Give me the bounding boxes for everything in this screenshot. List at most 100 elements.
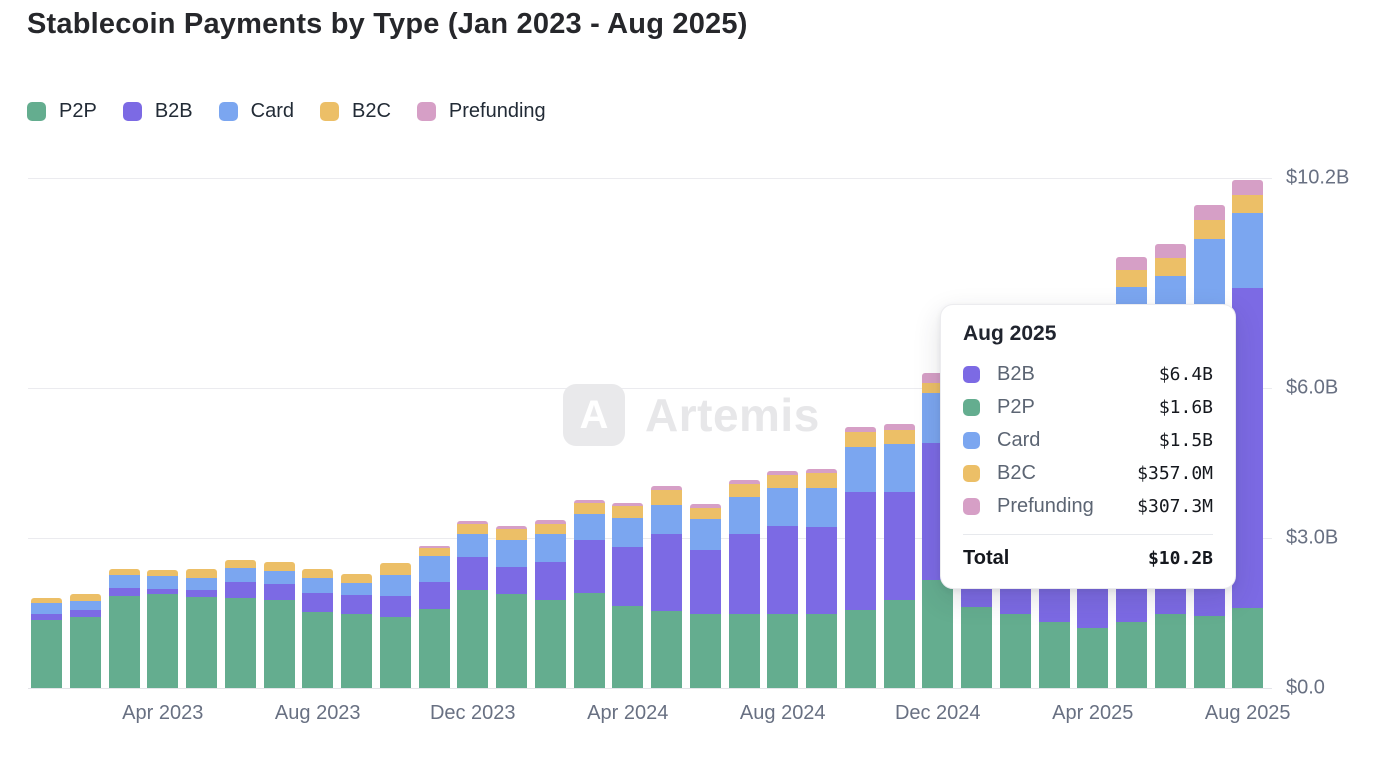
bar-segment-p2p-jun-2024[interactable]	[689, 614, 721, 688]
bar-segment-p2p-aug-2025[interactable]	[1232, 608, 1264, 688]
bar-segment-p2p-feb-2025[interactable]	[999, 614, 1031, 688]
bar-segment-p2p-jun-2025[interactable]	[1154, 614, 1186, 688]
bar-segment-b2c-dec-2023[interactable]	[457, 524, 489, 534]
bar-segment-card-apr-2024[interactable]	[612, 518, 644, 547]
bar-segment-prefunding-aug-2025[interactable]	[1232, 179, 1264, 196]
bar-segment-card-feb-2023[interactable]	[69, 601, 101, 610]
bar-segment-p2p-apr-2023[interactable]	[147, 594, 179, 688]
bar-segment-card-may-2024[interactable]	[651, 505, 682, 534]
legend-item-b2b[interactable]: B2B	[122, 100, 193, 123]
bar-segment-b2b-aug-2023[interactable]	[302, 593, 334, 612]
bar-segment-prefunding-apr-2024[interactable]	[612, 503, 644, 506]
bar-segment-card-jul-2025[interactable]	[1193, 239, 1225, 309]
bar-segment-prefunding-may-2025[interactable]	[1116, 257, 1147, 270]
bar-segment-b2b-feb-2023[interactable]	[69, 610, 101, 617]
bar-segment-b2c-sep-2023[interactable]	[341, 574, 372, 583]
bar-segment-p2p-aug-2023[interactable]	[302, 612, 334, 688]
bar-segment-p2p-jan-2024[interactable]	[496, 594, 527, 688]
bar-segment-b2c-sep-2024[interactable]	[806, 473, 837, 488]
bar-segment-p2p-dec-2024[interactable]	[922, 580, 954, 688]
bar-segment-b2b-sep-2024[interactable]	[806, 527, 837, 614]
bar-segment-b2b-may-2024[interactable]	[651, 534, 682, 611]
bar-segment-prefunding-dec-2024[interactable]	[922, 373, 954, 383]
legend-item-prefunding[interactable]: Prefunding	[416, 100, 546, 123]
bar-segment-b2b-jun-2023[interactable]	[224, 582, 256, 598]
bar-segment-b2c-apr-2023[interactable]	[147, 570, 179, 576]
legend-item-card[interactable]: Card	[218, 100, 294, 123]
bar-segment-p2p-sep-2023[interactable]	[341, 614, 372, 688]
bar-segment-p2p-may-2024[interactable]	[651, 611, 682, 688]
bar-segment-b2c-jul-2024[interactable]	[728, 484, 760, 497]
bar-segment-p2p-jul-2023[interactable]	[263, 600, 295, 688]
bar-segment-b2c-feb-2024[interactable]	[534, 524, 566, 534]
bar-segment-prefunding-mar-2024[interactable]	[573, 500, 605, 503]
bar-segment-prefunding-feb-2024[interactable]	[534, 520, 566, 524]
legend-item-p2p[interactable]: P2P	[27, 100, 97, 123]
bar-segment-b2c-dec-2024[interactable]	[922, 383, 954, 393]
bar-segment-p2p-may-2025[interactable]	[1116, 622, 1147, 688]
bar-segment-card-sep-2023[interactable]	[341, 583, 372, 595]
bar-segment-p2p-jul-2024[interactable]	[728, 614, 760, 688]
bar-segment-b2b-apr-2023[interactable]	[147, 589, 179, 594]
bar-segment-b2c-may-2024[interactable]	[651, 490, 682, 505]
bar-segment-b2b-mar-2024[interactable]	[573, 540, 605, 593]
bar-segment-b2c-jun-2023[interactable]	[224, 560, 256, 568]
bar-segment-prefunding-jun-2025[interactable]	[1154, 244, 1186, 258]
bar-segment-p2p-feb-2023[interactable]	[69, 617, 101, 688]
bar-segment-prefunding-nov-2024[interactable]	[883, 424, 915, 430]
bar-segment-b2b-sep-2023[interactable]	[341, 595, 372, 614]
bar-segment-card-mar-2024[interactable]	[573, 514, 605, 540]
bar-segment-b2c-mar-2023[interactable]	[108, 569, 140, 575]
bar-segment-card-aug-2023[interactable]	[302, 578, 334, 593]
bar-segment-card-sep-2024[interactable]	[806, 488, 837, 527]
bar-segment-prefunding-nov-2023[interactable]	[418, 546, 450, 548]
bar-segment-p2p-mar-2024[interactable]	[573, 593, 605, 688]
bar-segment-p2p-apr-2024[interactable]	[612, 606, 644, 688]
bar-segment-b2b-mar-2023[interactable]	[108, 588, 140, 596]
bar-segment-b2c-jun-2024[interactable]	[689, 508, 721, 519]
bar-segment-b2b-jul-2024[interactable]	[728, 534, 760, 614]
bar-segment-card-jul-2024[interactable]	[728, 497, 760, 534]
bar-segment-b2b-oct-2023[interactable]	[379, 596, 411, 617]
bar-segment-p2p-jan-2025[interactable]	[961, 607, 992, 688]
bar-segment-b2c-feb-2023[interactable]	[69, 594, 101, 601]
bar-segment-b2c-apr-2024[interactable]	[612, 506, 644, 518]
bar-segment-b2b-may-2023[interactable]	[186, 590, 217, 597]
bar-segment-b2b-jan-2024[interactable]	[496, 567, 527, 594]
bar-segment-b2b-aug-2024[interactable]	[767, 526, 799, 614]
bar-segment-p2p-jun-2023[interactable]	[224, 598, 256, 688]
bar-segment-prefunding-aug-2024[interactable]	[767, 471, 799, 475]
bar-segment-card-dec-2023[interactable]	[457, 534, 489, 557]
bar-segment-b2b-nov-2024[interactable]	[883, 492, 915, 600]
bar-segment-prefunding-oct-2024[interactable]	[844, 427, 876, 432]
bar-segment-b2c-nov-2024[interactable]	[883, 430, 915, 444]
bar-segment-card-aug-2025[interactable]	[1232, 213, 1264, 288]
bar-segment-p2p-jan-2023[interactable]	[31, 620, 62, 688]
bar-segment-b2b-oct-2024[interactable]	[844, 492, 876, 610]
bar-segment-prefunding-jul-2025[interactable]	[1193, 205, 1225, 220]
bar-segment-b2c-aug-2024[interactable]	[767, 475, 799, 488]
bar-segment-b2c-jul-2025[interactable]	[1193, 220, 1225, 239]
bar-segment-p2p-aug-2024[interactable]	[767, 614, 799, 688]
bar-segment-p2p-feb-2024[interactable]	[534, 600, 566, 688]
bar-segment-prefunding-dec-2023[interactable]	[457, 521, 489, 524]
bar-segment-b2c-jan-2024[interactable]	[496, 529, 527, 540]
legend-item-b2c[interactable]: B2C	[319, 100, 391, 123]
bar-segment-b2b-aug-2025[interactable]	[1232, 288, 1264, 608]
bar-segment-prefunding-jan-2024[interactable]	[496, 526, 527, 529]
bar-segment-b2c-nov-2023[interactable]	[418, 548, 450, 556]
bar-segment-card-jan-2024[interactable]	[496, 540, 527, 567]
bar-segment-card-jan-2023[interactable]	[31, 603, 62, 614]
bar-segment-p2p-sep-2024[interactable]	[806, 614, 837, 688]
bar-segment-card-aug-2024[interactable]	[767, 488, 799, 526]
bar-segment-b2c-jul-2023[interactable]	[263, 562, 295, 571]
bar-segment-card-nov-2023[interactable]	[418, 556, 450, 582]
bar-segment-card-feb-2024[interactable]	[534, 534, 566, 562]
bar-segment-b2b-feb-2024[interactable]	[534, 562, 566, 600]
bar-segment-b2b-nov-2023[interactable]	[418, 582, 450, 609]
bar-segment-prefunding-sep-2024[interactable]	[806, 469, 837, 473]
bar-segment-card-jun-2023[interactable]	[224, 568, 256, 582]
bar-segment-b2c-jun-2025[interactable]	[1154, 258, 1186, 276]
bar-segment-p2p-nov-2024[interactable]	[883, 600, 915, 688]
bar-segment-card-may-2023[interactable]	[186, 578, 217, 590]
